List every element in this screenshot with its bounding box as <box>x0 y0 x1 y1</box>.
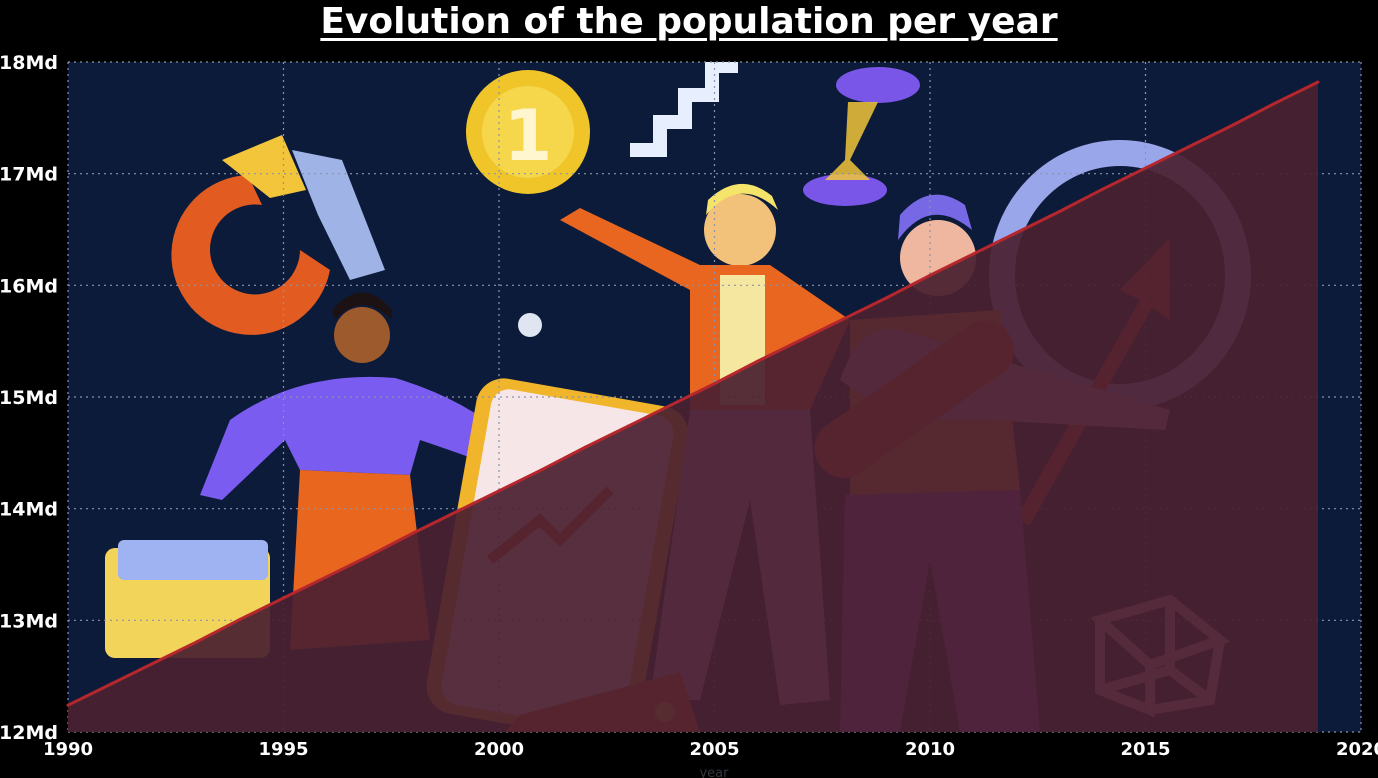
hourglass-top-illustration <box>836 67 920 103</box>
data-point <box>713 382 716 386</box>
data-point <box>756 359 760 363</box>
x-tick-label: 2015 <box>1120 739 1170 760</box>
data-point <box>66 703 70 707</box>
data-point <box>1100 187 1104 191</box>
data-point <box>454 510 458 514</box>
data-point <box>626 424 630 428</box>
data-point <box>1187 145 1191 149</box>
hourglass-bottom-illustration <box>803 174 887 206</box>
data-point <box>1057 210 1061 214</box>
data-point <box>1316 80 1320 84</box>
series-layer <box>66 80 1320 733</box>
y-axis: 12Md 13Md 14Md 15Md 16Md 17Md 18Md <box>0 52 58 744</box>
data-point <box>971 252 975 256</box>
data-point <box>325 575 329 579</box>
series-line <box>67 80 1319 707</box>
zigzag-illustration <box>630 62 738 157</box>
data-point <box>152 661 156 665</box>
data-point <box>238 617 242 621</box>
series-area <box>68 82 1318 733</box>
data-point <box>669 403 673 407</box>
person-woman-top-illustration <box>200 376 520 500</box>
data-point <box>282 596 285 600</box>
data-point <box>1014 231 1018 235</box>
x-tick-label: 1995 <box>258 739 308 760</box>
data-point <box>799 338 803 342</box>
donut-chart-illustration <box>171 175 330 335</box>
data-point <box>1230 124 1234 128</box>
y-tick-label: 16Md <box>0 275 58 297</box>
data-point <box>1273 101 1277 105</box>
data-point <box>583 445 587 449</box>
donut-chart-yellow-illustration <box>222 135 306 198</box>
data-point <box>540 468 544 472</box>
donut-chart-slice-illustration <box>292 150 385 280</box>
y-tick-label: 12Md <box>0 722 58 744</box>
x-tick-label: 2010 <box>905 739 955 760</box>
data-point <box>109 682 113 686</box>
x-tick-label: 2020 <box>1336 739 1378 760</box>
y-tick-label: 14Md <box>0 499 58 521</box>
x-tick-label: 2000 <box>474 739 524 760</box>
data-point <box>1144 166 1147 170</box>
x-axis: 1990 1995 2000 2005 2010 2015 2020 <box>43 739 1378 760</box>
bubble-illustration <box>518 313 542 337</box>
y-tick-label: 18Md <box>0 52 58 74</box>
x-tick-label: 2005 <box>689 739 739 760</box>
y-tick-label: 15Md <box>0 387 58 409</box>
data-point <box>885 296 889 300</box>
data-point <box>842 317 846 321</box>
data-point <box>411 531 415 535</box>
svg-text:1: 1 <box>504 95 553 177</box>
x-axis-label: year <box>699 766 729 778</box>
chart-title: Evolution of the population per year <box>320 1 1058 42</box>
x-tick-label: 1990 <box>43 739 93 760</box>
person-woman-head-illustration <box>334 307 390 363</box>
data-point <box>368 554 372 558</box>
data-point <box>497 489 501 493</box>
data-point <box>928 273 932 277</box>
y-tick-label: 17Md <box>0 164 58 186</box>
person-man-glasses-head-illustration <box>704 194 776 266</box>
y-tick-label: 13Md <box>0 610 58 632</box>
data-point <box>195 640 199 644</box>
